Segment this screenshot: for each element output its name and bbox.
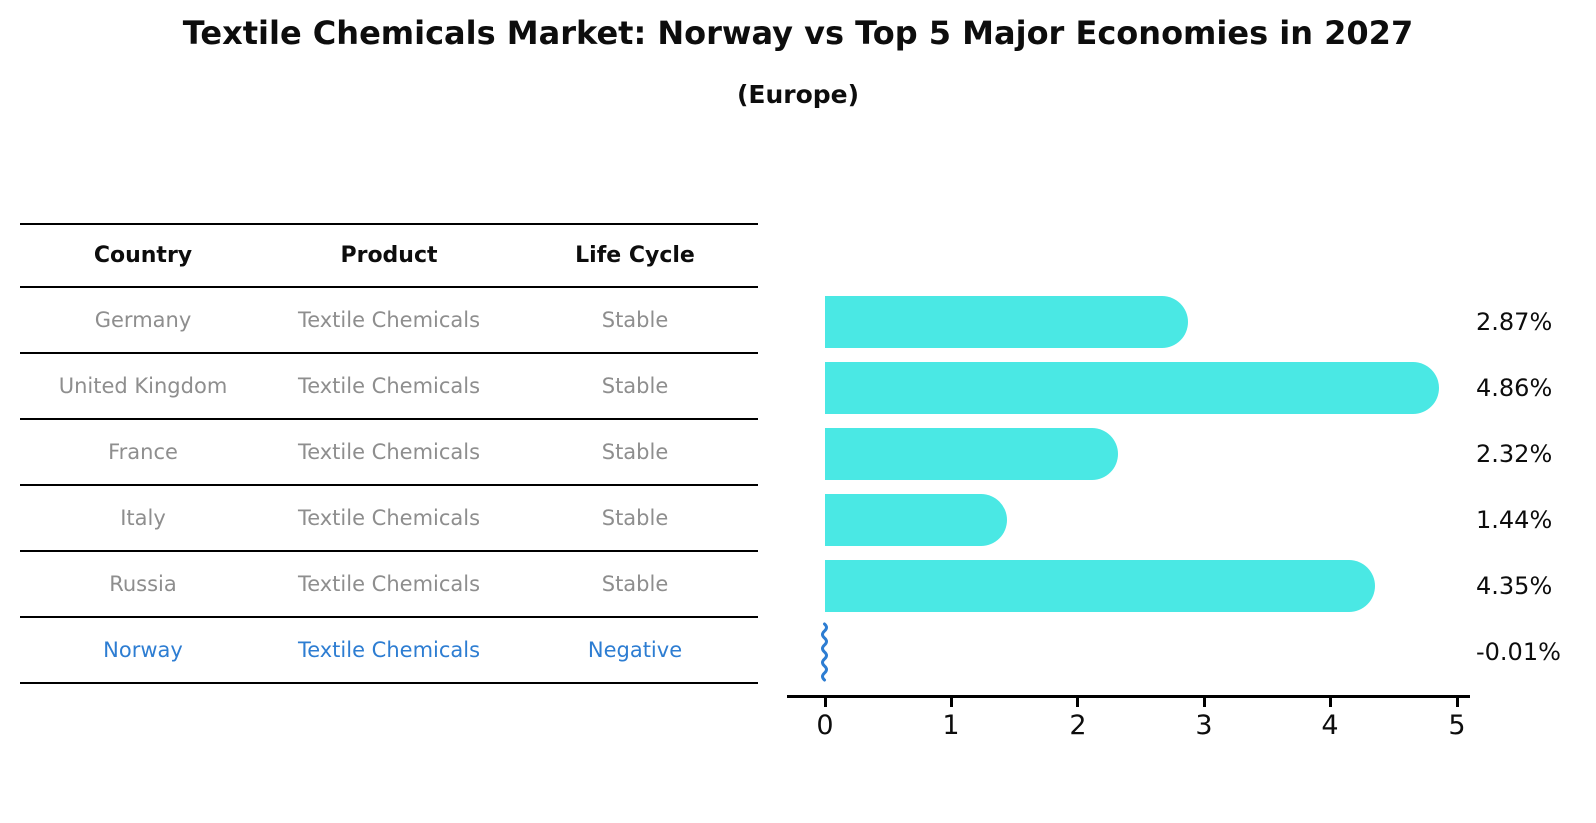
- cell-product: Textile Chemicals: [297, 506, 481, 530]
- cell-country: Germany: [94, 308, 192, 332]
- cell-product: Textile Chemicals: [297, 638, 481, 662]
- table-row-norway: Norway Textile Chemicals Negative: [20, 618, 758, 684]
- cell-country: Russia: [109, 572, 177, 596]
- table-row: Italy Textile Chemicals Stable: [20, 486, 758, 552]
- x-tick-label: 4: [1321, 710, 1339, 741]
- x-tick: [950, 698, 953, 707]
- column-header-country: Country: [93, 243, 193, 268]
- page-subtitle: (Europe): [736, 80, 860, 109]
- cell-country: France: [108, 440, 178, 464]
- norway-negative-squiggle-marker: [821, 622, 828, 682]
- x-tick-label: 5: [1448, 710, 1466, 741]
- chart-bar-russia: [825, 560, 1375, 612]
- cell-country: Norway: [103, 638, 183, 662]
- chart-bar-united-kingdom: [825, 362, 1440, 414]
- value-label-united-kingdom: 4.86%: [1476, 374, 1553, 402]
- table-header-row: Country Product Life Cycle: [20, 223, 758, 288]
- value-label-russia: 4.35%: [1476, 572, 1553, 600]
- cell-lifecycle: Negative: [587, 638, 683, 662]
- cell-product: Textile Chemicals: [297, 374, 481, 398]
- chart-bar-italy: [825, 494, 1008, 546]
- column-header-product: Product: [340, 243, 438, 268]
- x-tick-label: 1: [942, 710, 960, 741]
- chart-bar-germany: [825, 296, 1188, 348]
- cell-lifecycle: Stable: [601, 572, 669, 596]
- x-axis: 0 1 2 3 4 5: [787, 698, 1470, 758]
- value-label-france: 2.32%: [1476, 440, 1553, 468]
- table-row: United Kingdom Textile Chemicals Stable: [20, 354, 758, 420]
- x-tick: [1456, 698, 1459, 707]
- column-header-lifecycle: Life Cycle: [575, 243, 695, 268]
- data-table: Country Product Life Cycle Germany Texti…: [20, 223, 758, 684]
- cell-country: United Kingdom: [58, 374, 228, 398]
- value-label-germany: 2.87%: [1476, 308, 1553, 336]
- cell-lifecycle: Stable: [601, 506, 669, 530]
- x-tick-label: 3: [1195, 710, 1213, 741]
- table-row: Germany Textile Chemicals Stable: [20, 288, 758, 354]
- cell-lifecycle: Stable: [601, 440, 669, 464]
- cell-product: Textile Chemicals: [297, 308, 481, 332]
- x-tick: [1329, 698, 1332, 707]
- x-tick: [1203, 698, 1206, 707]
- cell-lifecycle: Stable: [601, 374, 669, 398]
- table-row: Russia Textile Chemicals Stable: [20, 552, 758, 618]
- cell-lifecycle: Stable: [601, 308, 669, 332]
- bar-chart-plot: [787, 285, 1470, 698]
- x-tick-label: 0: [816, 710, 834, 741]
- cell-country: Italy: [120, 506, 166, 530]
- x-tick: [1076, 698, 1079, 707]
- x-tick-label: 2: [1069, 710, 1087, 741]
- cell-product: Textile Chemicals: [297, 572, 481, 596]
- page-title: Textile Chemicals Market: Norway vs Top …: [182, 14, 1414, 52]
- chart-bar-france: [825, 428, 1119, 480]
- table-row: France Textile Chemicals Stable: [20, 420, 758, 486]
- x-tick: [824, 698, 827, 707]
- value-label-italy: 1.44%: [1476, 506, 1553, 534]
- value-label-norway: -0.01%: [1476, 638, 1561, 666]
- cell-product: Textile Chemicals: [297, 440, 481, 464]
